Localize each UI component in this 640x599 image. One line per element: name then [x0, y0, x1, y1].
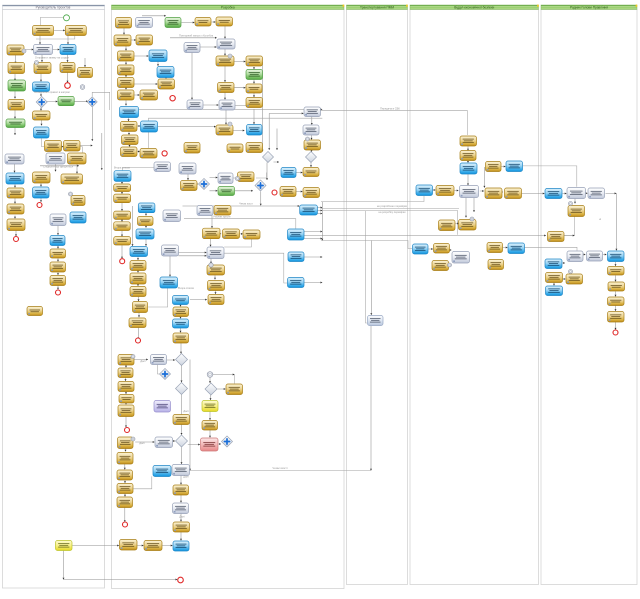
svg-text:Вчора списки: Вчора списки — [178, 286, 195, 290]
svg-text:Чекає кошт: Чекає кошт — [239, 202, 254, 206]
svg-text:Відділ економічної безпеки: Відділ економічної безпеки — [454, 6, 494, 10]
svg-text:Далі: Далі — [183, 409, 189, 413]
svg-text:ні: ні — [599, 217, 601, 221]
svg-text:Назначення правил в напрям: Назначення правил в напрям — [34, 90, 70, 94]
svg-text:Слідкуйте що фіксується: Слідкуйте що фіксується — [43, 165, 74, 169]
svg-text:не розроблено перевірки: не розроблено перевірки — [377, 204, 408, 208]
svg-text:Розробка: Розробка — [221, 6, 235, 10]
svg-text:Руководитель проектов: Руководитель проектов — [36, 6, 71, 10]
svg-text:на розробку перевірки: на розробку перевірки — [379, 210, 406, 214]
svg-text:Радник Голови Правління: Радник Голови Правління — [570, 6, 608, 10]
svg-text:Повторний запуск з Коллбэк: Повторний запуск з Коллбэк — [179, 34, 214, 38]
svg-text:Разлив зросте: Разлив зросте — [213, 214, 231, 218]
svg-text:Чекає якості: Чекає якості — [273, 466, 288, 470]
svg-text:Вчора списки: Вчора списки — [114, 166, 131, 170]
svg-text:Далі: Далі — [179, 515, 185, 519]
svg-text:Транспортування ПММ: Транспортування ПММ — [360, 6, 394, 10]
svg-text:Далі: Далі — [139, 441, 145, 445]
svg-text:Отправити заявку на создан: Отправити заявку на создан — [35, 56, 70, 60]
svg-text:Далі: Далі — [183, 475, 189, 479]
svg-text:Далі: Далі — [140, 359, 146, 363]
svg-text:Передача в СВК: Передача в СВК — [380, 107, 400, 111]
